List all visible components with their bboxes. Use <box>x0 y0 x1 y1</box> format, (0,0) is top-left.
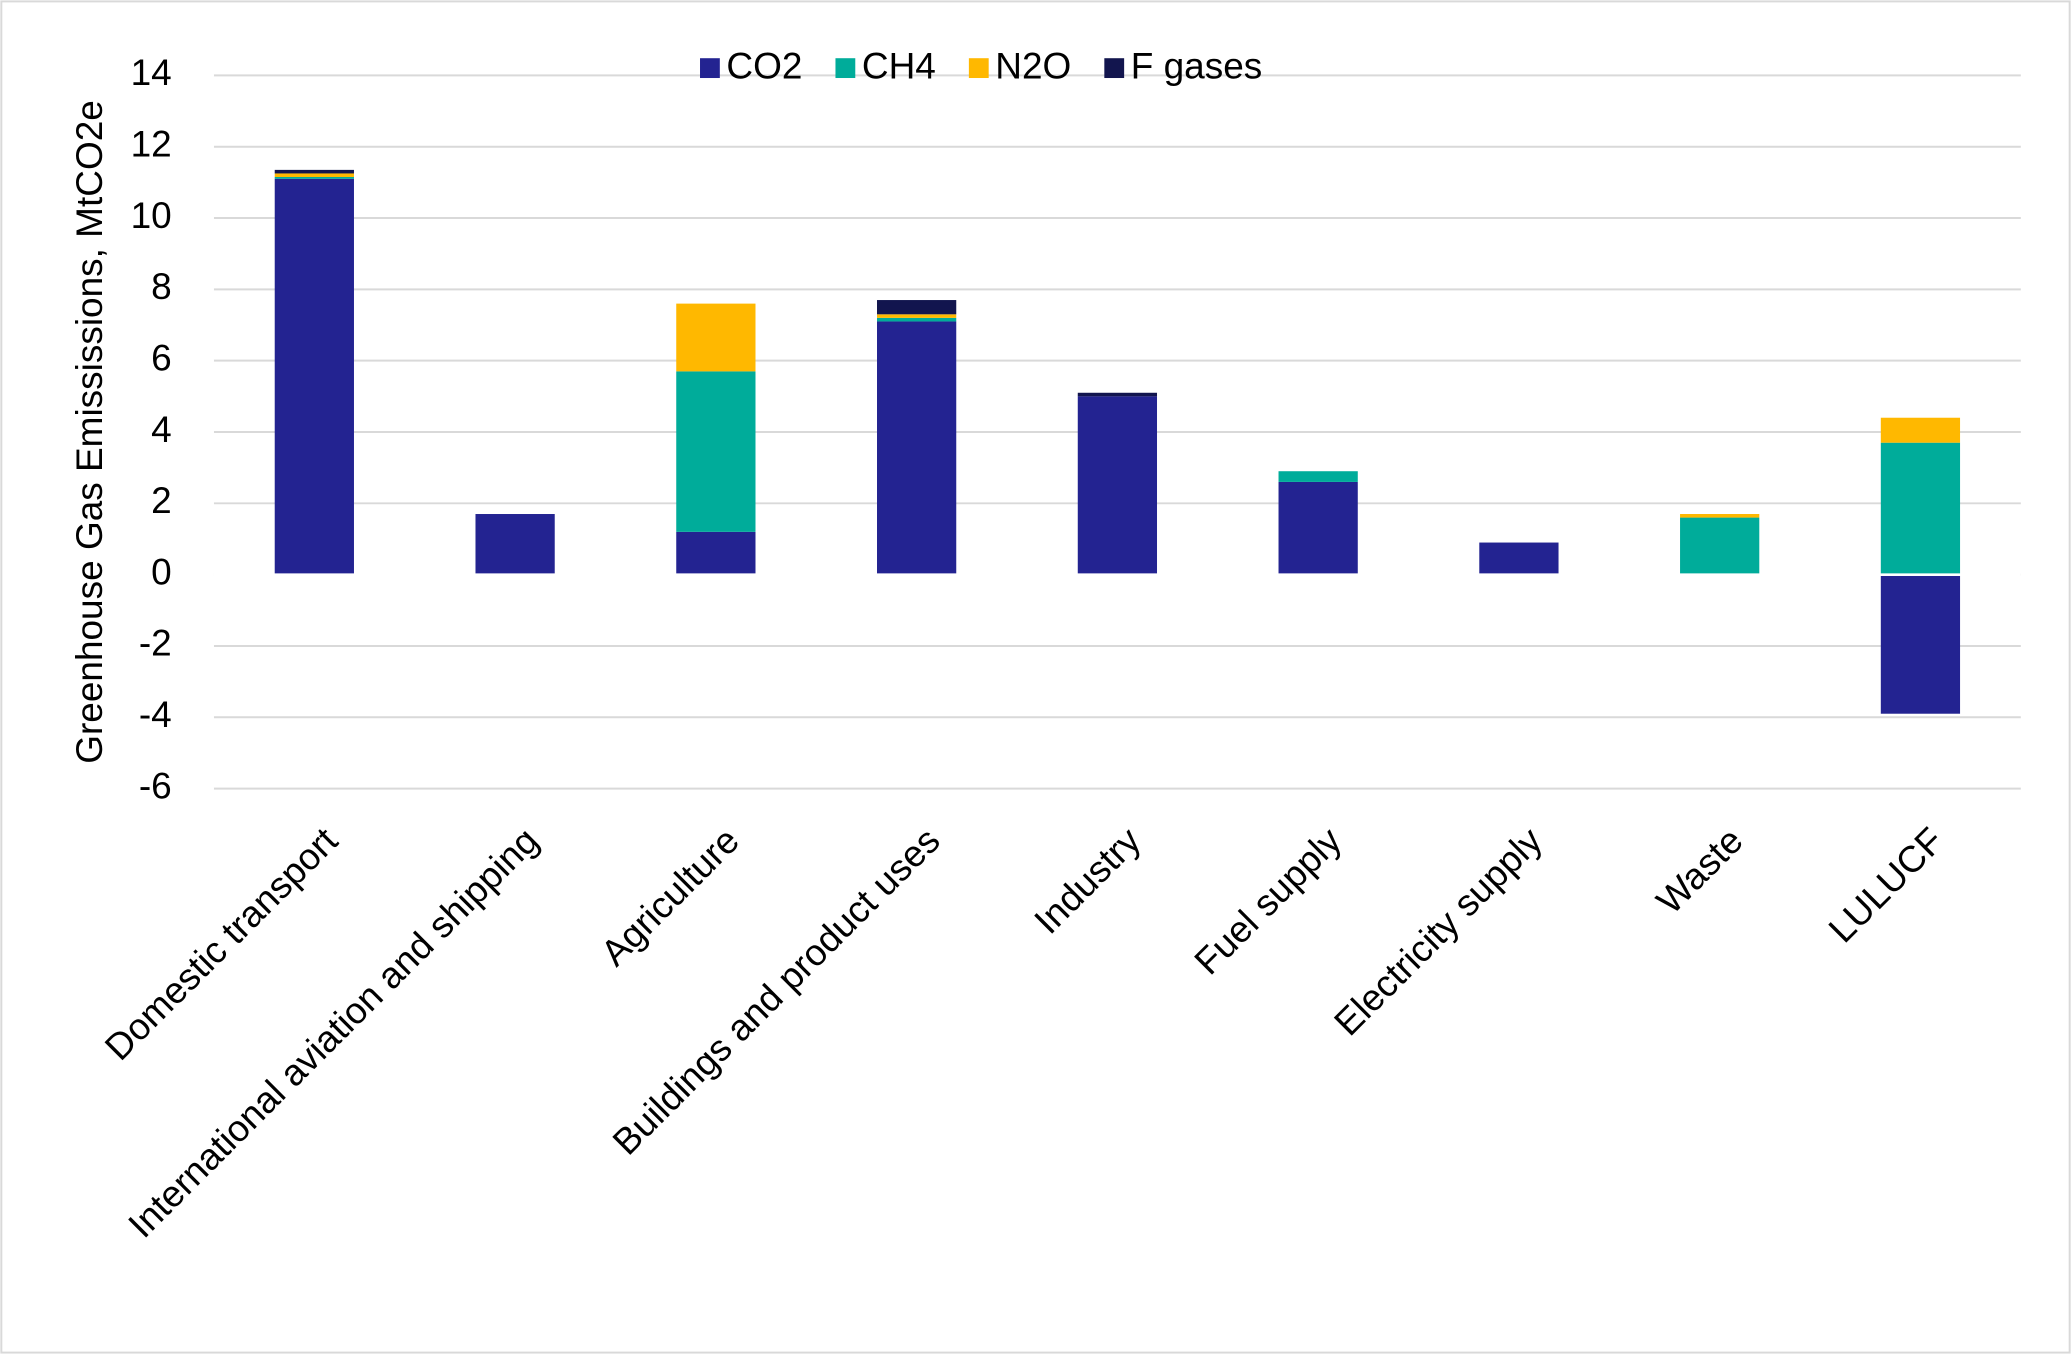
y-tick-label: 6 <box>151 337 172 378</box>
bar-segment <box>1278 481 1358 575</box>
bar-segment <box>1479 542 1559 575</box>
bar-segment <box>1077 396 1158 575</box>
y-tick-label: -6 <box>139 765 172 806</box>
y-tick-label: 4 <box>151 409 172 450</box>
bar-segment <box>1880 574 1961 714</box>
y-tick-label: 14 <box>131 52 172 93</box>
bar-segment <box>1880 417 1961 443</box>
y-tick-label: 0 <box>151 551 172 592</box>
y-axis-title: Greenhouse Gas Emississions, MtCO2e <box>69 100 110 764</box>
y-tick-label: -2 <box>139 623 172 664</box>
bar-segment <box>877 314 957 318</box>
legend-swatch <box>700 58 720 79</box>
bar-segment <box>1278 471 1358 482</box>
legend-label: F gases <box>1131 46 1263 87</box>
legend-label: N2O <box>995 46 1071 87</box>
bar-segment <box>274 178 354 575</box>
bar-segment <box>1680 517 1760 575</box>
bar-segment <box>877 321 957 575</box>
bar-segment <box>1880 442 1961 575</box>
y-tick-label: 8 <box>151 266 172 307</box>
bar-segment <box>1077 392 1158 397</box>
bar-segment <box>877 317 957 322</box>
legend: CO2 CH4 N2O F gases <box>700 46 1262 87</box>
legend-label: CH4 <box>862 46 936 87</box>
bar-segment <box>676 531 756 575</box>
grid <box>213 74 2021 790</box>
bar-segment <box>877 300 957 315</box>
bar-segment <box>475 514 555 575</box>
bar-segment <box>676 303 756 372</box>
y-tick-label: 2 <box>151 480 172 521</box>
bar-segment <box>274 173 354 178</box>
y-tick-label: 12 <box>131 123 172 164</box>
legend-swatch <box>1104 58 1125 79</box>
bar-segment <box>676 371 756 532</box>
legend-swatch <box>968 58 989 79</box>
legend-label: CO2 <box>726 46 802 87</box>
legend-swatch <box>835 58 856 79</box>
y-tick-label: -4 <box>139 694 172 735</box>
bar-segment <box>274 169 354 174</box>
y-tick-label: 10 <box>131 195 172 236</box>
bar-segment <box>274 177 354 179</box>
bar-segment <box>1680 514 1760 518</box>
